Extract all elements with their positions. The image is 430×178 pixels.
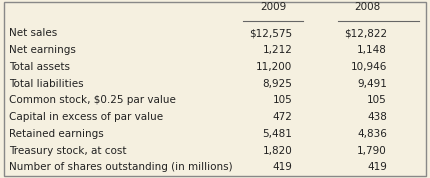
Text: $12,822: $12,822 bbox=[344, 28, 387, 38]
Text: 9,491: 9,491 bbox=[357, 79, 387, 89]
Text: 472: 472 bbox=[273, 112, 292, 122]
Text: Capital in excess of par value: Capital in excess of par value bbox=[9, 112, 163, 122]
Text: Common stock, $0.25 par value: Common stock, $0.25 par value bbox=[9, 95, 175, 105]
Text: 11,200: 11,200 bbox=[256, 62, 292, 72]
Text: 105: 105 bbox=[367, 95, 387, 105]
Text: 419: 419 bbox=[273, 162, 292, 172]
Text: Treasury stock, at cost: Treasury stock, at cost bbox=[9, 146, 126, 156]
Text: $12,575: $12,575 bbox=[249, 28, 292, 38]
Text: 438: 438 bbox=[367, 112, 387, 122]
Text: 1,148: 1,148 bbox=[357, 45, 387, 55]
Text: Net earnings: Net earnings bbox=[9, 45, 76, 55]
Text: 1,790: 1,790 bbox=[357, 146, 387, 156]
Text: 1,820: 1,820 bbox=[263, 146, 292, 156]
Text: Retained earnings: Retained earnings bbox=[9, 129, 103, 139]
Text: 8,925: 8,925 bbox=[263, 79, 292, 89]
Text: 105: 105 bbox=[273, 95, 292, 105]
Text: 4,836: 4,836 bbox=[357, 129, 387, 139]
Text: Total liabilities: Total liabilities bbox=[9, 79, 83, 89]
Text: 5,481: 5,481 bbox=[263, 129, 292, 139]
Text: 2009: 2009 bbox=[260, 2, 286, 12]
Text: 1,212: 1,212 bbox=[263, 45, 292, 55]
Text: 419: 419 bbox=[367, 162, 387, 172]
Text: 10,946: 10,946 bbox=[350, 62, 387, 72]
Text: 2008: 2008 bbox=[354, 2, 381, 12]
Text: Number of shares outstanding (in millions): Number of shares outstanding (in million… bbox=[9, 162, 232, 172]
Text: Net sales: Net sales bbox=[9, 28, 57, 38]
Text: Total assets: Total assets bbox=[9, 62, 70, 72]
